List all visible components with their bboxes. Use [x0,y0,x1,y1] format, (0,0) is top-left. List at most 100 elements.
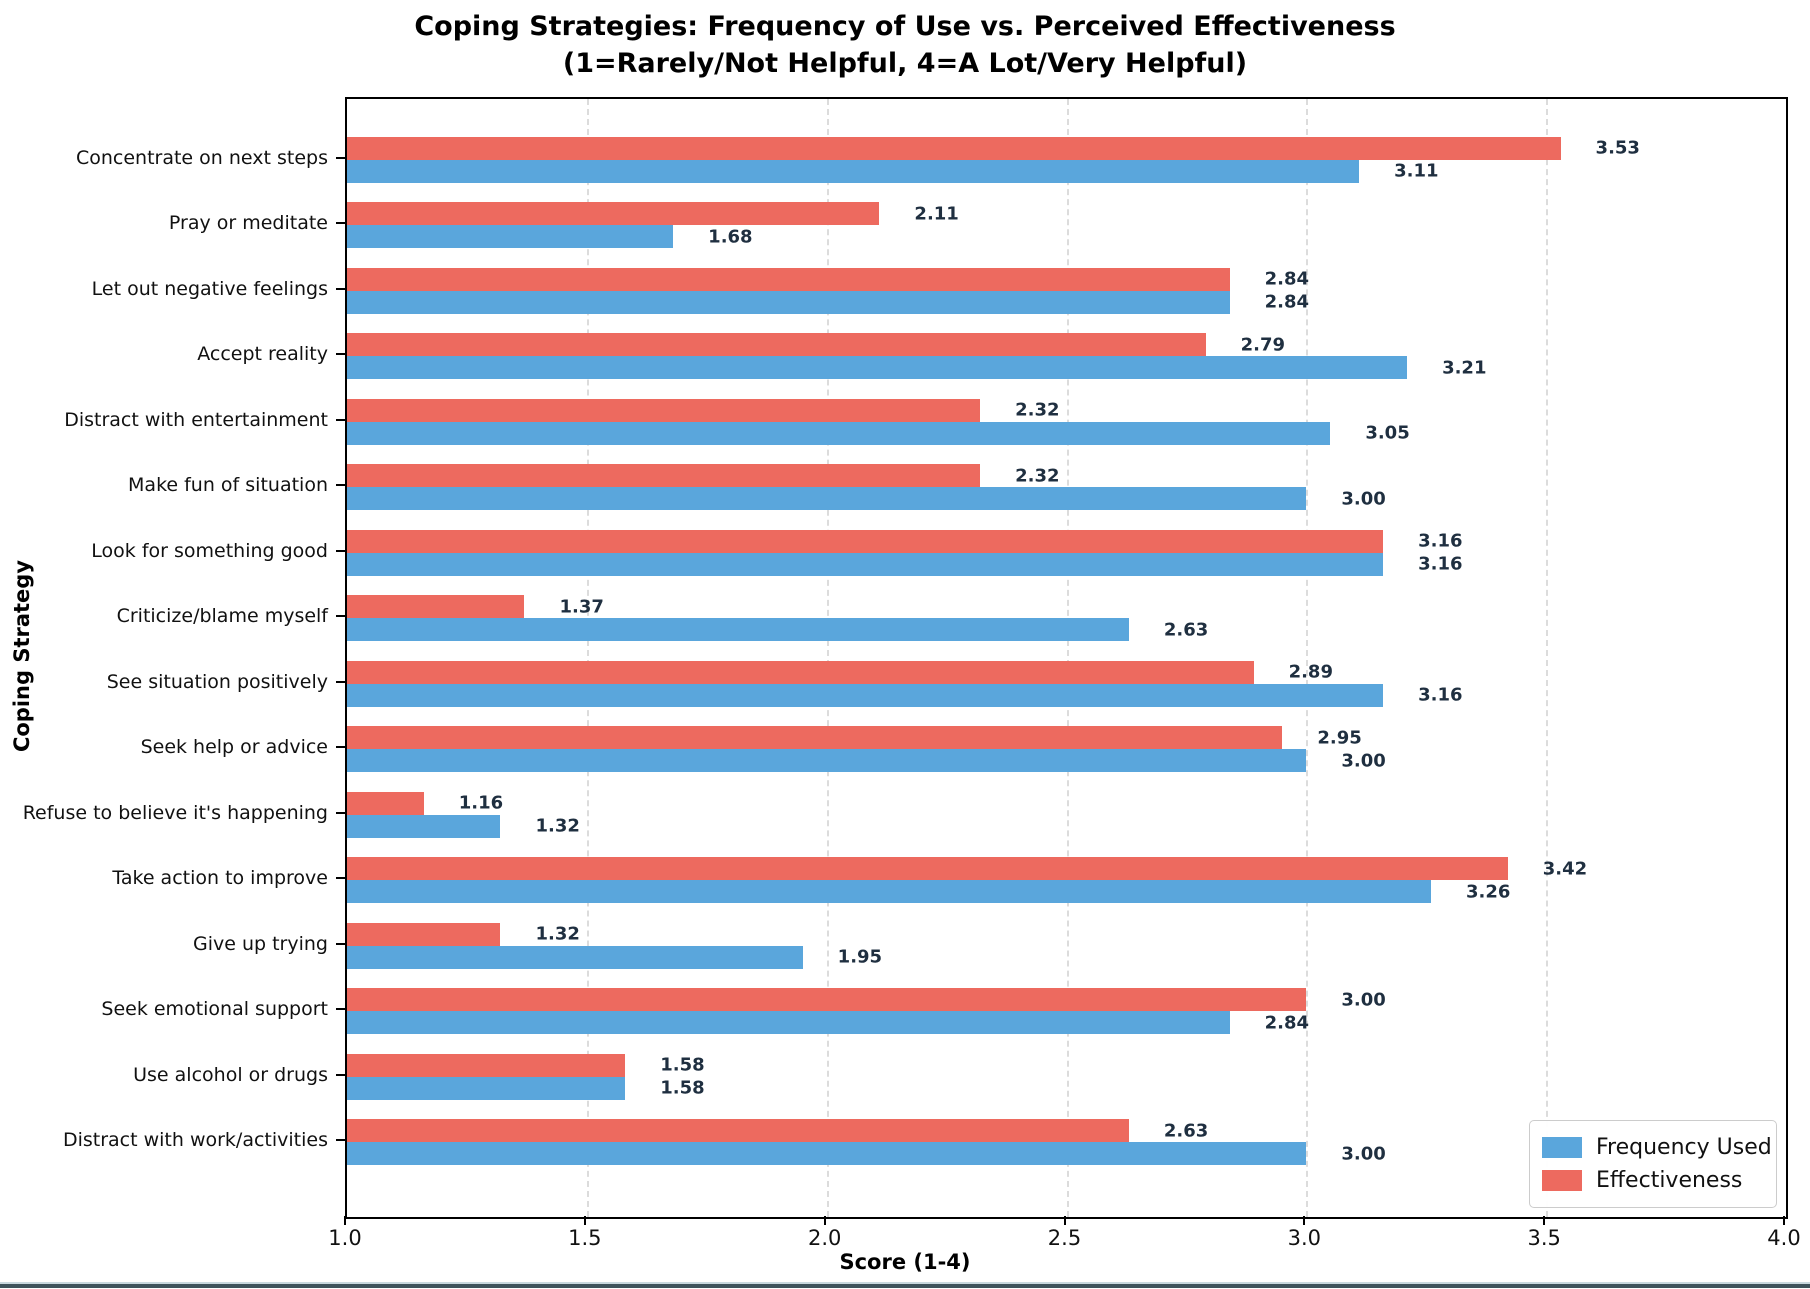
y-axis-tick [336,877,345,880]
value-label: 1.16 [458,792,504,814]
value-label: 2.63 [1163,1120,1209,1142]
value-label: 3.42 [1542,858,1588,880]
bar-effectiveness [347,660,1254,684]
x-axis-tick [583,1216,586,1225]
value-label: 3.05 [1365,422,1410,444]
x-axis-tick-label: 4.0 [1767,1226,1801,1250]
value-label: 3.11 [1394,160,1439,182]
bar-frequency [347,487,1307,511]
value-label: 2.95 [1317,727,1362,749]
legend-item: Effectiveness [1542,1164,1764,1197]
x-axis-tick [344,1216,346,1225]
value-label: 3.00 [1341,1143,1386,1165]
gridline [826,99,829,1217]
value-label: 2.84 [1264,268,1309,290]
bar-frequency [347,421,1331,445]
chart-title-block: Coping Strategies: Frequency of Use vs. … [0,8,1810,82]
bar-effectiveness [347,1119,1129,1143]
gridline [1546,99,1549,1217]
y-axis-tick [336,811,345,814]
category-label: Look for something good [91,539,328,562]
y-axis-tick [336,222,345,225]
y-axis-tick [336,680,345,683]
bar-frequency [347,880,1432,904]
y-axis-title: Coping Strategy [10,559,34,753]
value-label: 3.53 [1595,137,1640,159]
value-label: 2.11 [914,203,959,225]
x-axis-tick [1783,1216,1785,1225]
y-axis-tick [336,1008,345,1011]
value-label: 1.32 [535,923,580,945]
category-label: Pray or meditate [168,212,328,235]
chart-title: Coping Strategies: Frequency of Use vs. … [414,11,1396,42]
window-bottom-strip [0,1281,1810,1288]
category-label: Seek help or advice [140,736,328,759]
x-axis-tick-label: 2.5 [1047,1226,1082,1250]
value-label: 3.00 [1341,989,1386,1011]
category-label: Let out negative feelings [91,277,328,300]
category-label: Criticize/blame myself [116,605,328,628]
value-label: 2.32 [1015,399,1060,421]
plot-area: Frequency Used Effectiveness 3.53 3.11 2.11… [345,97,1788,1219]
value-label: 1.68 [708,226,753,248]
chart-subtitle: (1=Rarely/Not Helpful, 4=A Lot/Very Help… [562,48,1248,79]
bar-effectiveness [347,922,501,946]
bar-effectiveness [347,464,981,488]
category-label: Use alcohol or drugs [133,1063,328,1086]
value-label: 1.32 [535,815,580,837]
legend-label: Frequency Used [1596,1135,1772,1160]
bar-effectiveness [347,202,880,226]
bar-effectiveness [347,595,525,619]
value-label: 3.16 [1418,553,1463,575]
gridline [1066,99,1069,1217]
value-label: 3.00 [1341,750,1386,772]
x-axis-tick [1303,1216,1306,1225]
bar-effectiveness [347,333,1206,357]
value-label: 3.21 [1442,357,1487,379]
bar-effectiveness [347,988,1307,1012]
bar-effectiveness [347,791,424,815]
y-axis-tick [336,942,345,945]
x-axis-tick [1063,1216,1066,1225]
bar-frequency [347,356,1408,380]
y-axis-tick [336,1139,345,1142]
value-label: 1.37 [559,596,604,618]
bar-frequency [347,1142,1307,1166]
value-label: 3.16 [1418,684,1463,706]
value-label: 2.84 [1264,1012,1309,1034]
category-label: Distract with entertainment [64,408,328,431]
bar-effectiveness [347,529,1384,553]
gridline [1306,99,1309,1217]
y-axis-tick [336,746,345,749]
x-axis-tick-label: 3.0 [1287,1226,1322,1250]
y-axis-tick [336,353,345,356]
value-label: 2.63 [1163,619,1209,641]
bar-frequency [347,1011,1230,1035]
value-label: 2.89 [1288,661,1333,683]
y-axis-tick [336,549,345,552]
category-label: See situation positively [106,670,328,693]
x-axis-title: Score (1-4) [839,1250,971,1274]
legend-item: Frequency Used [1542,1131,1772,1164]
category-label: Accept reality [197,343,328,366]
bar-frequency [347,814,501,838]
bar-effectiveness [347,398,981,422]
value-label: 1.58 [660,1054,705,1076]
bar-frequency [347,618,1129,642]
value-label: 1.58 [660,1077,705,1099]
value-label: 2.84 [1264,291,1309,313]
bar-frequency [347,749,1307,773]
x-axis-tick-label: 1.5 [568,1226,602,1250]
category-label: Concentrate on next steps [75,146,328,169]
gridline [586,99,589,1217]
category-label: Give up trying [192,932,328,955]
category-label: Make fun of situation [128,474,328,497]
x-axis-tick-label: 1.0 [328,1226,362,1250]
bar-effectiveness [347,726,1283,750]
x-axis-tick-label: 3.5 [1527,1226,1561,1250]
category-label: Take action to improve [112,867,328,890]
category-label: Distract with work/activities [62,1129,328,1152]
value-label: 3.00 [1341,488,1386,510]
x-axis-tick [823,1216,826,1225]
